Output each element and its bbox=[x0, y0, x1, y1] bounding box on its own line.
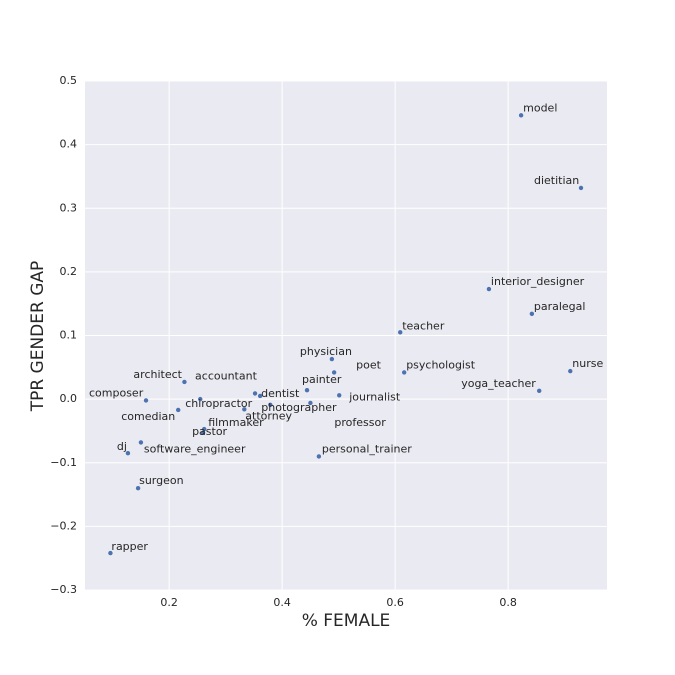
point bbox=[401, 370, 407, 375]
point bbox=[143, 398, 149, 403]
point bbox=[138, 440, 144, 445]
point bbox=[268, 402, 273, 408]
point-label: journalist bbox=[348, 390, 401, 403]
point-label: psychologist bbox=[406, 358, 476, 371]
point-label: accountant bbox=[195, 369, 258, 382]
point-label: professor bbox=[334, 416, 386, 429]
x-tick-label: 0.8 bbox=[499, 596, 517, 609]
point-label: dj bbox=[117, 440, 127, 453]
point bbox=[200, 430, 206, 436]
point bbox=[331, 370, 337, 375]
point-label: software_engineer bbox=[144, 442, 246, 455]
point-label: painter bbox=[302, 373, 342, 386]
point bbox=[182, 379, 187, 385]
point-label: interior_designer bbox=[491, 275, 585, 288]
y-tick-label: −0.2 bbox=[50, 519, 77, 532]
point bbox=[578, 185, 584, 191]
point bbox=[537, 388, 542, 394]
point-label: composer bbox=[89, 386, 144, 399]
point bbox=[252, 391, 258, 396]
point-label: nurse bbox=[572, 357, 603, 370]
x-tick-label: 0.6 bbox=[386, 596, 404, 609]
point bbox=[257, 393, 263, 399]
point-label: dietitian bbox=[534, 174, 579, 187]
point-label: attorney bbox=[245, 409, 292, 422]
point-label: rapper bbox=[111, 540, 148, 553]
point-label: teacher bbox=[402, 319, 445, 332]
point bbox=[202, 426, 207, 432]
point-label: architect bbox=[133, 368, 182, 381]
point-label: model bbox=[523, 101, 557, 114]
point bbox=[125, 451, 131, 456]
point bbox=[518, 113, 524, 118]
point-label: filmmaker bbox=[208, 416, 264, 429]
point-label: personal_trainer bbox=[322, 442, 412, 455]
point-label: yoga_teacher bbox=[461, 377, 536, 390]
y-tick-label: 0.4 bbox=[60, 138, 78, 151]
x-axis-label: % FEMALE bbox=[302, 611, 391, 631]
point-label: physician bbox=[300, 345, 352, 358]
point bbox=[568, 368, 573, 374]
point bbox=[304, 388, 310, 393]
y-axis-label: TPR GENDER GAP bbox=[28, 261, 48, 413]
point-label: paralegal bbox=[534, 300, 586, 313]
point bbox=[198, 396, 203, 402]
point bbox=[242, 407, 247, 412]
point bbox=[337, 393, 342, 398]
point bbox=[316, 454, 322, 459]
point bbox=[529, 311, 535, 317]
y-tick-label: −0.1 bbox=[50, 456, 77, 469]
point bbox=[135, 486, 141, 491]
y-tick-label: 0.3 bbox=[60, 201, 78, 214]
y-tick-label: 0.5 bbox=[60, 74, 78, 87]
y-tick-label: 0.1 bbox=[60, 329, 78, 342]
y-tick-label: 0.0 bbox=[60, 392, 78, 405]
point bbox=[398, 330, 403, 335]
point bbox=[329, 356, 335, 362]
point bbox=[308, 400, 313, 406]
point-label: dentist bbox=[261, 387, 300, 400]
point-label: pastor bbox=[192, 425, 227, 438]
point-label: poet bbox=[356, 358, 381, 371]
x-tick-label: 0.2 bbox=[160, 596, 178, 609]
point-label: surgeon bbox=[139, 474, 184, 487]
y-tick-label: 0.2 bbox=[60, 265, 78, 278]
y-tick-label: −0.3 bbox=[50, 583, 77, 596]
point bbox=[176, 407, 181, 413]
point bbox=[486, 286, 492, 292]
point-label: comedian bbox=[121, 410, 175, 423]
point-label: chiropractor bbox=[185, 397, 252, 410]
x-tick-label: 0.4 bbox=[273, 596, 291, 609]
point bbox=[108, 550, 113, 556]
point-label: photographer bbox=[261, 401, 337, 414]
